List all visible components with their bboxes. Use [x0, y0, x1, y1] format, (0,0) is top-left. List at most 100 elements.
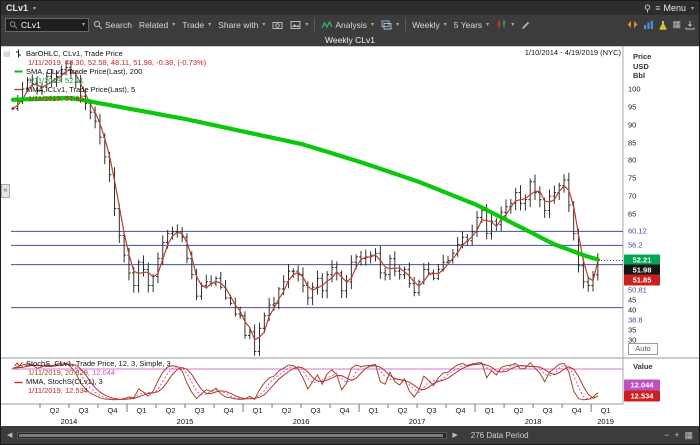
x-year-label: 2017: [408, 417, 426, 426]
flask-icon[interactable]: [658, 20, 668, 30]
range-slider-handle[interactable]: [19, 433, 444, 437]
camera-icon: [272, 21, 283, 29]
collapse-panel-button[interactable]: «: [1, 184, 10, 198]
hamburger-icon[interactable]: ≡: [655, 2, 661, 13]
stoch-mma-line: [12, 363, 599, 400]
stoch-axis-header: Value: [633, 362, 653, 371]
caret-icon: ▾: [81, 22, 85, 28]
toolbar: ▾ Search Related▾ Trade▾ Share with▾ ▾: [1, 15, 699, 34]
symbol-input[interactable]: [20, 19, 77, 30]
price-axis-header: Price USD Bbl: [633, 52, 652, 80]
price-tick-70: 70: [628, 191, 637, 201]
legend-sma-values: 1/11/2019, 52.21: [28, 76, 84, 85]
x-quarter-label: Q3: [542, 406, 553, 415]
legend-ohlc-values: 1/11/2019, 48.30, 52.58, 48.11, 51.98, -…: [28, 58, 207, 67]
interval-select[interactable]: Weekly ▾: [412, 19, 447, 30]
window-title[interactable]: CLv1: [6, 3, 29, 13]
analysis-button[interactable]: Analysis ▾: [318, 18, 377, 32]
layers-icon: [381, 20, 392, 29]
price-tick-40: 40: [628, 305, 637, 315]
related-button[interactable]: Related ▾: [138, 19, 176, 30]
chart-type-button[interactable]: ▾: [493, 17, 517, 32]
stoch-series-icon: [14, 361, 23, 367]
caret-icon: ▾: [396, 22, 400, 28]
date-range-label: 1/10/2014 - 4/19/2019 (NYC): [524, 48, 621, 57]
scroll-left-icon[interactable]: ◀: [7, 432, 13, 439]
annotation-button[interactable]: [518, 18, 534, 32]
overlay-button[interactable]: ▾: [378, 18, 402, 32]
price-tick-85: 85: [628, 138, 637, 148]
image-export-button[interactable]: ▾: [287, 18, 311, 32]
candlestick-icon: [497, 19, 506, 29]
x-quarter-label: Q1: [136, 406, 147, 415]
symbol-search[interactable]: ▾: [5, 17, 89, 32]
x-quarter-label: Q3: [310, 406, 321, 415]
search-icon: [9, 20, 18, 29]
caret-icon: ▾: [690, 5, 694, 12]
export-icon[interactable]: [685, 20, 695, 30]
zoom-in-icon[interactable]: +: [674, 429, 680, 440]
chart-title-bar: Weekly CLv1: [1, 34, 699, 46]
panel-frame: [1, 46, 699, 405]
x-quarter-label: Q4: [223, 406, 234, 415]
x-quarter-label: Q2: [165, 406, 176, 415]
price-tick-30: 30: [628, 335, 637, 345]
legend-stoch-values: 1/11/2019, 20.829, 12.044: [28, 368, 116, 377]
prev-next-icon[interactable]: [626, 20, 639, 29]
bottom-bar-right-icons: − + ▦: [663, 429, 693, 440]
share-with-button[interactable]: Share with ▾: [218, 19, 266, 30]
x-axis-ticks: [39, 404, 592, 412]
compare-chart-icon[interactable]: [643, 20, 654, 30]
toolbar-right-icons: ▦: [626, 20, 695, 30]
level-lines: [11, 230, 623, 309]
x-quarter-label: Q2: [397, 406, 408, 415]
search-button[interactable]: Search: [90, 18, 135, 32]
pencil-icon: [522, 21, 530, 29]
stoch-badge-12.534: 12.534: [624, 390, 660, 402]
mma-line: [12, 69, 599, 341]
x-quarter-label: Q4: [107, 406, 118, 415]
auto-scale-button[interactable]: Auto: [628, 343, 658, 355]
x-quarter-label: Q4: [571, 406, 582, 415]
zoom-out-icon[interactable]: −: [663, 429, 670, 440]
range-slider[interactable]: [17, 431, 448, 439]
scroll-right-icon[interactable]: ▶: [452, 432, 458, 439]
price-level-label-50.81: 50.81: [628, 285, 647, 295]
caret-icon: ▾: [262, 22, 266, 28]
caret-icon: ▾: [208, 22, 212, 28]
legend-mma-row[interactable]: MMA, CLv1, Trade Price(Last), 5: [14, 85, 206, 94]
legend-ohlc-row[interactable]: BarOHLC, CLv1, Trade Price: [14, 49, 206, 58]
chart-canvas[interactable]: 1/10/2014 - 4/19/2019 (NYC) BarOHLC, CLv…: [1, 46, 699, 428]
trade-button[interactable]: Trade ▾: [182, 19, 212, 30]
price-tick-90: 90: [628, 120, 637, 130]
x-quarter-label: Q2: [281, 406, 292, 415]
titlebar: CLv1 ▾ ≡ Menu ▾: [1, 1, 699, 15]
menu-button[interactable]: Menu: [663, 3, 686, 13]
x-quarter-label: Q1: [600, 406, 611, 415]
pin-icon[interactable]: [643, 4, 652, 13]
price-tick-35: 35: [628, 325, 637, 335]
range-select[interactable]: 5 Years ▾: [453, 19, 490, 30]
legend-sma-row[interactable]: SMA, CLv1, Trade Price(Last), 200: [14, 67, 206, 76]
price-level-label-56.2: 56.2: [628, 240, 643, 250]
price-tick-45: 45: [628, 295, 637, 305]
price-badge-51.98: 51.98: [624, 264, 660, 276]
main-legend: BarOHLC, CLv1, Trade Price 1/11/2019, 48…: [14, 49, 206, 103]
x-quarter-label: Q1: [484, 406, 495, 415]
layout-grid-icon[interactable]: ▦: [684, 429, 693, 440]
chart-plot: [1, 46, 699, 412]
caret-icon: ▾: [172, 22, 176, 28]
snapshot-button[interactable]: [269, 18, 286, 32]
mma-series-icon: [14, 88, 23, 91]
price-tick-100: 100: [628, 84, 641, 94]
search-icon: [93, 20, 103, 29]
ohlc-series-icon: [16, 49, 21, 58]
x-year-label: 2019: [597, 417, 614, 426]
legend-stoch-mma-row[interactable]: MMA, StochS(CLv1), 3: [14, 377, 171, 387]
grid-icon[interactable]: ▦: [672, 19, 681, 29]
pane-settings-icon[interactable]: ▤: [3, 49, 11, 58]
legend-stoch-row[interactable]: StochS, CLv1, Trade Price, 12, 3, Simple…: [14, 360, 171, 369]
x-year-label: 2015: [176, 417, 194, 426]
price-tick-65: 65: [628, 209, 637, 219]
